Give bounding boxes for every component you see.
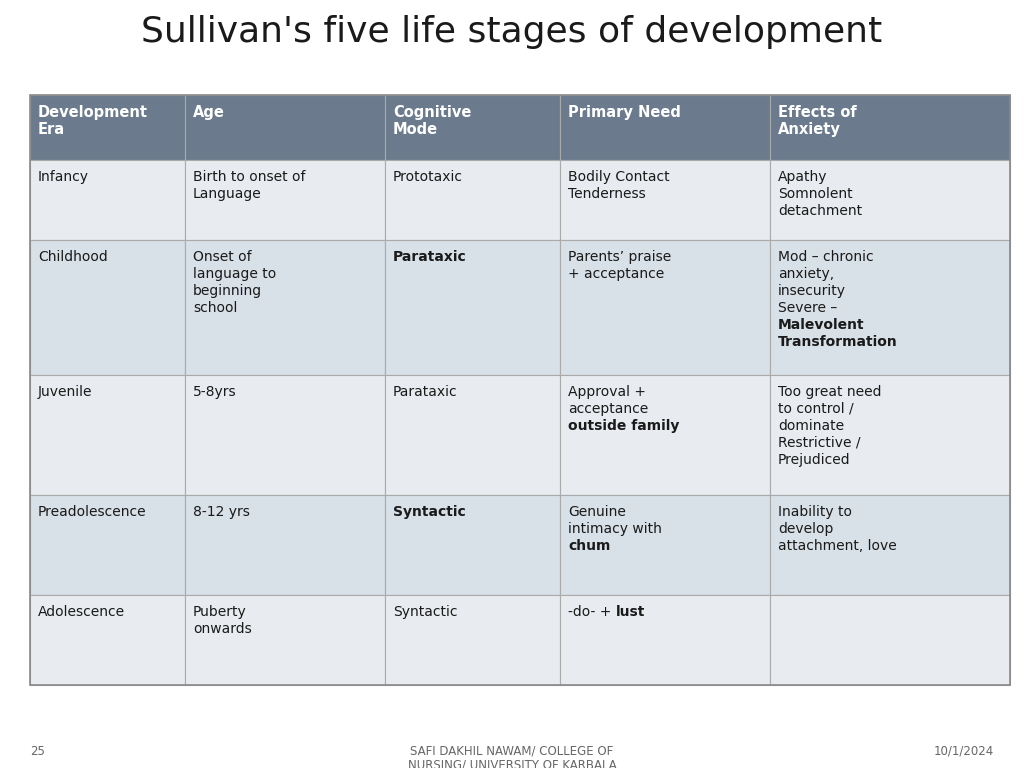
Text: insecurity: insecurity [778, 284, 846, 298]
Text: Genuine: Genuine [568, 505, 626, 519]
Text: Somnolent: Somnolent [778, 187, 853, 201]
Text: detachment: detachment [778, 204, 862, 218]
Text: Childhood: Childhood [38, 250, 108, 264]
Text: lust: lust [615, 605, 645, 619]
Bar [560, 495, 770, 595]
Text: Syntactic: Syntactic [393, 605, 458, 619]
Text: intimacy with: intimacy with [568, 522, 662, 536]
Bar [185, 595, 385, 685]
Text: NURSING/ UNIVERSITY OF KARBALA: NURSING/ UNIVERSITY OF KARBALA [408, 758, 616, 768]
Text: SAFI DAKHIL NAWAM/ COLLEGE OF: SAFI DAKHIL NAWAM/ COLLEGE OF [411, 745, 613, 758]
Text: Transformation: Transformation [778, 335, 898, 349]
Text: Language: Language [193, 187, 262, 201]
Text: Parataxic: Parataxic [393, 250, 467, 264]
Bar [185, 375, 385, 495]
Bar [770, 495, 1010, 595]
Text: Era: Era [38, 122, 66, 137]
Bar [770, 240, 1010, 375]
Text: Effects of: Effects of [778, 105, 857, 120]
Text: -do- +: -do- + [568, 605, 615, 619]
Text: Juvenile: Juvenile [38, 385, 92, 399]
Text: Development: Development [38, 105, 148, 120]
Bar [770, 375, 1010, 495]
Text: Restrictive /: Restrictive / [778, 436, 860, 450]
Text: Puberty: Puberty [193, 605, 247, 619]
Bar [385, 375, 560, 495]
Text: 10/1/2024: 10/1/2024 [934, 745, 994, 758]
Text: acceptance: acceptance [568, 402, 648, 416]
Text: Apathy: Apathy [778, 170, 827, 184]
Text: Parents’ praise: Parents’ praise [568, 250, 672, 264]
Text: Anxiety: Anxiety [778, 122, 841, 137]
Bar [770, 95, 1010, 160]
Text: + acceptance: + acceptance [568, 267, 665, 281]
Bar [185, 160, 385, 240]
Text: beginning: beginning [193, 284, 262, 298]
Text: school: school [193, 301, 238, 315]
Text: Too great need: Too great need [778, 385, 882, 399]
Bar [560, 240, 770, 375]
Text: Severe –: Severe – [778, 301, 838, 315]
Bar [185, 495, 385, 595]
Text: anxiety,: anxiety, [778, 267, 835, 281]
Text: 8-12 yrs: 8-12 yrs [193, 505, 250, 519]
Text: Tenderness: Tenderness [568, 187, 646, 201]
Bar [385, 495, 560, 595]
Bar [385, 240, 560, 375]
Text: Infancy: Infancy [38, 170, 89, 184]
Text: to control /: to control / [778, 402, 854, 416]
Text: outside family: outside family [568, 419, 679, 433]
Text: Mod – chronic: Mod – chronic [778, 250, 873, 264]
Text: Prototaxic: Prototaxic [393, 170, 463, 184]
Text: language to: language to [193, 267, 276, 281]
Text: Age: Age [193, 105, 225, 120]
Text: Syntactic: Syntactic [393, 505, 466, 519]
Bar [560, 375, 770, 495]
Bar [30, 160, 185, 240]
Bar [385, 160, 560, 240]
Bar [30, 95, 185, 160]
Bar [30, 375, 185, 495]
Text: Bodily Contact: Bodily Contact [568, 170, 670, 184]
Bar [30, 95, 1010, 685]
Text: Prejudiced: Prejudiced [778, 453, 851, 467]
Bar [560, 95, 770, 160]
Text: Sullivan's five life stages of development: Sullivan's five life stages of developme… [141, 15, 883, 49]
Bar [770, 595, 1010, 685]
Text: Malevolent: Malevolent [778, 318, 864, 332]
Bar [560, 595, 770, 685]
Text: develop: develop [778, 522, 834, 536]
Bar [30, 595, 185, 685]
Text: Parataxic: Parataxic [393, 385, 458, 399]
Text: Adolescence: Adolescence [38, 605, 125, 619]
Text: Birth to onset of: Birth to onset of [193, 170, 305, 184]
Text: Mode: Mode [393, 122, 438, 137]
Bar [385, 95, 560, 160]
Bar [185, 95, 385, 160]
Text: Approval +: Approval + [568, 385, 646, 399]
Bar [30, 240, 185, 375]
Bar [185, 240, 385, 375]
Text: dominate: dominate [778, 419, 844, 433]
Text: 5-8yrs: 5-8yrs [193, 385, 237, 399]
Text: Onset of: Onset of [193, 250, 252, 264]
Text: Inability to: Inability to [778, 505, 852, 519]
Bar [30, 495, 185, 595]
Text: Cognitive: Cognitive [393, 105, 471, 120]
Text: onwards: onwards [193, 622, 252, 636]
Bar [560, 160, 770, 240]
Text: Primary Need: Primary Need [568, 105, 681, 120]
Text: attachment, love: attachment, love [778, 539, 897, 553]
Text: Preadolescence: Preadolescence [38, 505, 146, 519]
Bar [385, 595, 560, 685]
Text: chum: chum [568, 539, 610, 553]
Bar [770, 160, 1010, 240]
Text: 25: 25 [30, 745, 45, 758]
